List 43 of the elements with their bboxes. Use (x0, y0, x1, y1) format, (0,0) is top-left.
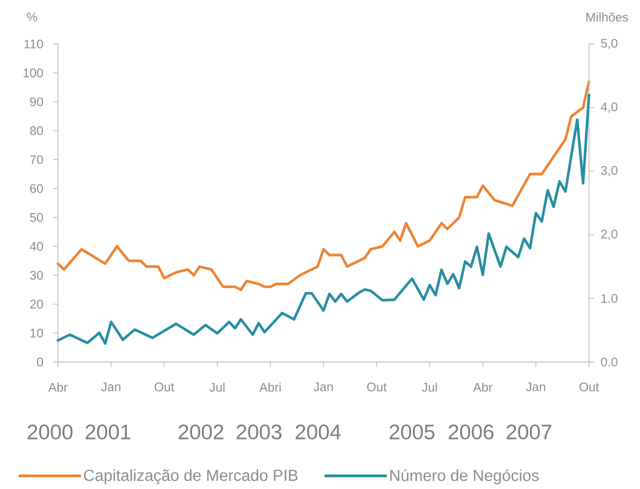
y2-tick-label: 0.0 (601, 358, 618, 366)
y2-tick-label: 1.0 (601, 294, 618, 303)
y2-tick-label: 5,0 (601, 38, 618, 50)
x-tick-label: Jan (526, 382, 546, 392)
y-tick-label: 30 (30, 270, 43, 280)
y-tick-label: 40 (30, 242, 43, 251)
y2-tick-label: 2,0 (601, 230, 618, 240)
text: 2005 (390, 424, 434, 440)
y-tick-label: 20 (30, 300, 43, 309)
text: 2006 (448, 424, 494, 440)
text: 2002 (178, 424, 224, 440)
x-tick-label: Out (580, 382, 599, 392)
x-tick-label: Abr (473, 382, 492, 392)
x-tick-label: Abri (259, 382, 281, 392)
y-tick-label: 70 (30, 155, 43, 164)
y-tick-label: 100 (24, 68, 43, 78)
text: 2000 (28, 424, 73, 440)
line-series (56, 80, 590, 292)
legend-label: Número de Negócios (390, 469, 539, 484)
x-tick-label: Out (154, 382, 174, 392)
y-axis-title: % (26, 12, 38, 22)
y2-tick-label: 4,0 (600, 102, 618, 113)
y2-axis-title: Milhões (586, 12, 628, 22)
x-tick-label: Out (367, 382, 387, 392)
y-tick-label: 110 (24, 40, 43, 48)
y2-tick-label: 3,0 (601, 166, 618, 176)
text: 2004 (296, 424, 341, 440)
x-tick-label: Jul (210, 382, 224, 392)
y-tick-label: 80 (30, 126, 43, 136)
x-tick-label: Jan (101, 382, 120, 392)
y-tick-label: 90 (30, 97, 43, 106)
text: 2003 (236, 424, 282, 440)
x-tick-label: Jul (422, 382, 437, 392)
text: 2001 (86, 424, 130, 440)
y-tick-label: 50 (30, 213, 43, 222)
y-tick-label: 60 (30, 184, 43, 193)
text: 2007 (506, 424, 552, 440)
x-tick-label: Jan (314, 382, 333, 392)
legend-label: Capitalização de Mercado PIB (84, 469, 298, 484)
line-series (56, 94, 590, 345)
y-tick-label: 10 (30, 328, 43, 338)
y-tick-label: 0 (37, 358, 43, 366)
x-tick-label: Abr (48, 382, 68, 392)
